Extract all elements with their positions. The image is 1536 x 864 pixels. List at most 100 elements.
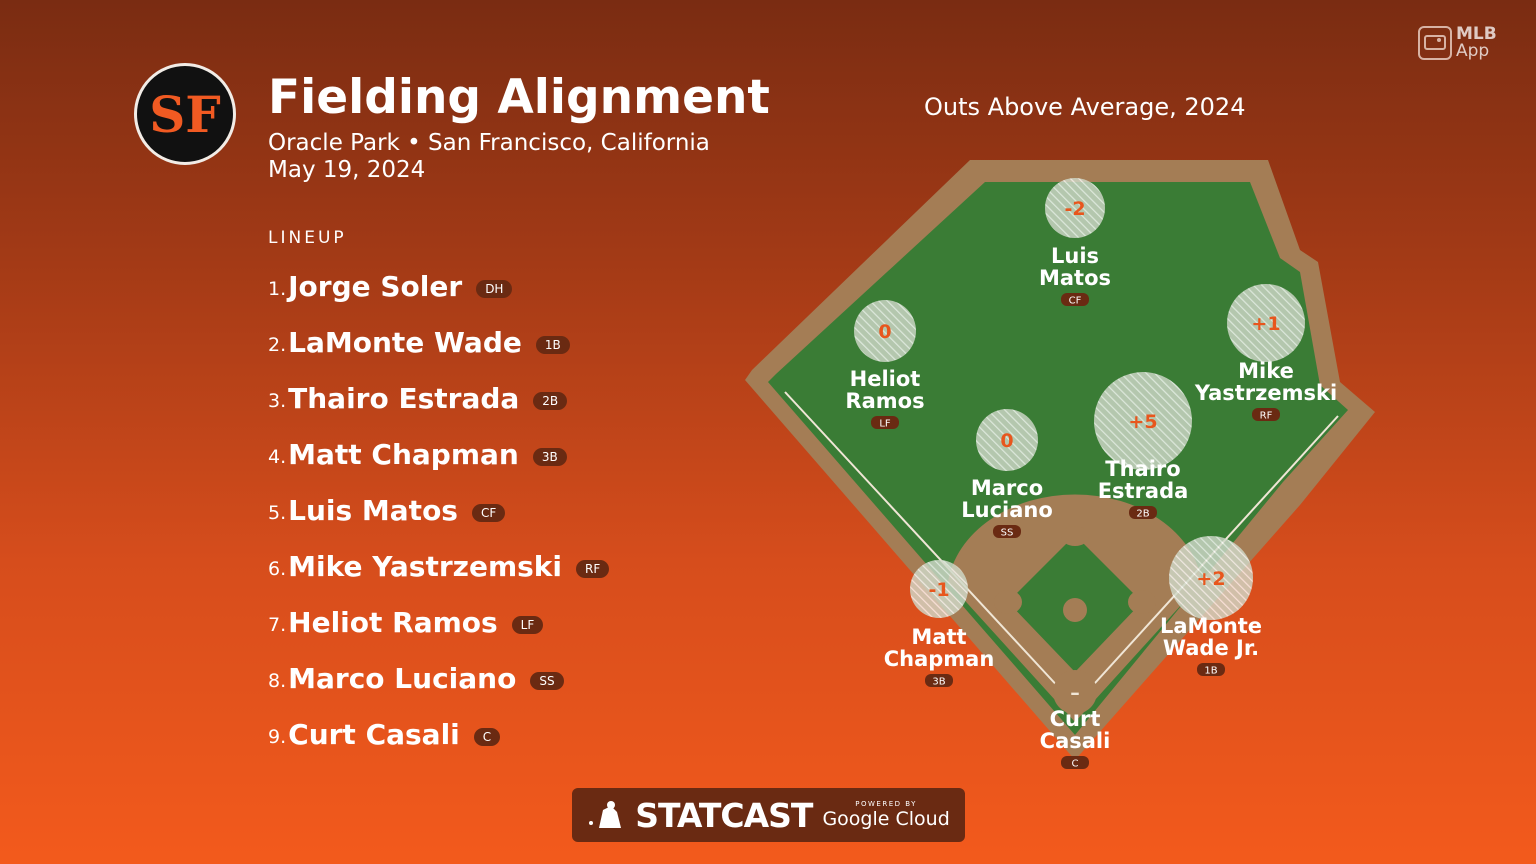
statcast-branding: STATCAST POWERED BY Google Cloud	[572, 788, 965, 842]
lineup-player-name: Curt Casali	[288, 717, 460, 751]
fielder-first-name: Curt	[1050, 707, 1101, 731]
oaa-value: 0	[1000, 430, 1013, 452]
lineup-item: 1. Jorge Soler DH	[268, 258, 609, 314]
fielder-last-name: Luciano	[961, 498, 1053, 522]
lineup-number: 4.	[268, 446, 287, 468]
fielder-last-name: Casali	[1040, 729, 1111, 753]
fielder-position-badge-bg	[871, 416, 899, 429]
field-title: Outs Above Average, 2024	[924, 93, 1246, 121]
fielder-position-badge-bg	[1129, 506, 1157, 519]
third-base-cutout	[994, 590, 1022, 614]
oaa-value: -1	[928, 579, 949, 601]
fielder-last-name: Matos	[1039, 266, 1111, 290]
fielder-position-badge-bg	[1197, 663, 1225, 676]
fielder-position: LF	[879, 419, 891, 430]
oaa-bubble	[1227, 284, 1305, 362]
lineup-number: 3.	[268, 390, 287, 412]
fielder-position: 2B	[1136, 509, 1149, 520]
lineup-item: 8. Marco Luciano SS	[268, 650, 609, 706]
oaa-bubble	[976, 409, 1038, 471]
oaa-value: +5	[1128, 411, 1157, 433]
oaa-bubble	[910, 560, 968, 618]
lineup-list: 1. Jorge Soler DH 2. LaMonte Wade 1B 3. Thairo …	[268, 258, 610, 762]
lineup-player-name: LaMonte Wade	[288, 325, 522, 359]
position-badge: CF	[471, 504, 506, 522]
lineup-heading: LINEUP	[268, 228, 347, 248]
team-logo: SF	[134, 63, 236, 165]
fielder-position: 3B	[932, 677, 945, 688]
mlb-app-logo: MLB App	[1418, 26, 1497, 60]
lineup-item: 4. Matt Chapman 3B	[268, 426, 609, 482]
oaa-bubble	[1094, 372, 1192, 470]
statcast-wordmark: STATCAST	[635, 795, 813, 835]
second-base-cutout	[1061, 526, 1089, 546]
position-badge: C	[473, 728, 501, 746]
fielder-position: SS	[1001, 528, 1014, 539]
oaa-value: 0	[878, 321, 891, 343]
fielder-position-badge-bg	[1252, 408, 1280, 421]
oaa-bubble	[1045, 178, 1105, 238]
position-badge: 2B	[533, 392, 568, 410]
position-badge: RF	[576, 560, 610, 578]
svg-text:SF: SF	[149, 85, 221, 144]
fielder-last-name: Ramos	[845, 389, 924, 413]
fielder-last-name: Estrada	[1098, 479, 1189, 503]
oaa-value: +1	[1251, 313, 1280, 335]
lineup-player-name: Mike Yastrzemski	[288, 549, 563, 583]
lineup-item: 2. LaMonte Wade 1B	[268, 314, 609, 370]
fielder-position: RF	[1260, 411, 1273, 422]
oaa-value: –	[1070, 682, 1080, 704]
fielder-first-name: Marco	[971, 476, 1043, 500]
lineup-player-name: Heliot Ramos	[288, 605, 498, 639]
lineup-player-name: Matt Chapman	[288, 437, 519, 471]
mlb-app-text: MLB App	[1456, 24, 1497, 61]
fielder-first-name: Luis	[1051, 244, 1099, 268]
fielder-position-badge-bg	[1061, 756, 1089, 769]
fielder-last-name: Wade Jr.	[1163, 636, 1259, 660]
fielder-last-name: Yastrzemski	[1194, 381, 1337, 405]
oaa-bubble	[854, 300, 916, 362]
lineup-player-name: Luis Matos	[288, 493, 458, 527]
lineup-number: 8.	[268, 670, 287, 692]
fielder-first-name: Mike	[1238, 359, 1294, 383]
position-badge: 1B	[535, 336, 570, 354]
pitchers-mound	[1063, 598, 1087, 622]
lineup-number: 9.	[268, 726, 287, 748]
statcast-batter-icon	[589, 801, 622, 828]
home-plate-circle	[1053, 670, 1097, 714]
fielder-position: CF	[1069, 296, 1082, 307]
lineup-number: 2.	[268, 334, 287, 356]
fielder-first-name: Heliot	[850, 367, 921, 391]
lineup-item: 3. Thairo Estrada 2B	[268, 370, 609, 426]
lineup-number: 7.	[268, 614, 287, 636]
oaa-value: -2	[1064, 198, 1085, 220]
game-date: May 19, 2024	[268, 157, 426, 183]
position-badge: DH	[476, 280, 513, 298]
lineup-number: 1.	[268, 278, 287, 300]
fielder-position-badge-bg	[925, 674, 953, 687]
lineup-player-name: Marco Luciano	[288, 661, 517, 695]
fielder-first-name: LaMonte	[1160, 614, 1262, 638]
lineup-item: 7. Heliot Ramos LF	[268, 594, 609, 650]
fielder-position: C	[1072, 759, 1079, 770]
first-base-cutout	[1128, 590, 1156, 614]
lineup-item: 5. Luis Matos CF	[268, 482, 609, 538]
lineup-player-name: Thairo Estrada	[288, 381, 520, 415]
lineup-player-name: Jorge Soler	[288, 269, 463, 303]
powered-by-google-cloud: POWERED BY Google Cloud	[822, 800, 950, 830]
fielder-first-name: Thairo	[1105, 457, 1180, 481]
lineup-item: 6. Mike Yastrzemski RF	[268, 538, 610, 594]
fielder-position-badge-bg	[1061, 293, 1089, 306]
fielder-last-name: Chapman	[884, 647, 995, 671]
sf-logo-mark: SF	[149, 85, 221, 144]
fielder-position-badge-bg	[993, 525, 1021, 538]
lineup-item: 9. Curt Casali C	[268, 706, 609, 762]
